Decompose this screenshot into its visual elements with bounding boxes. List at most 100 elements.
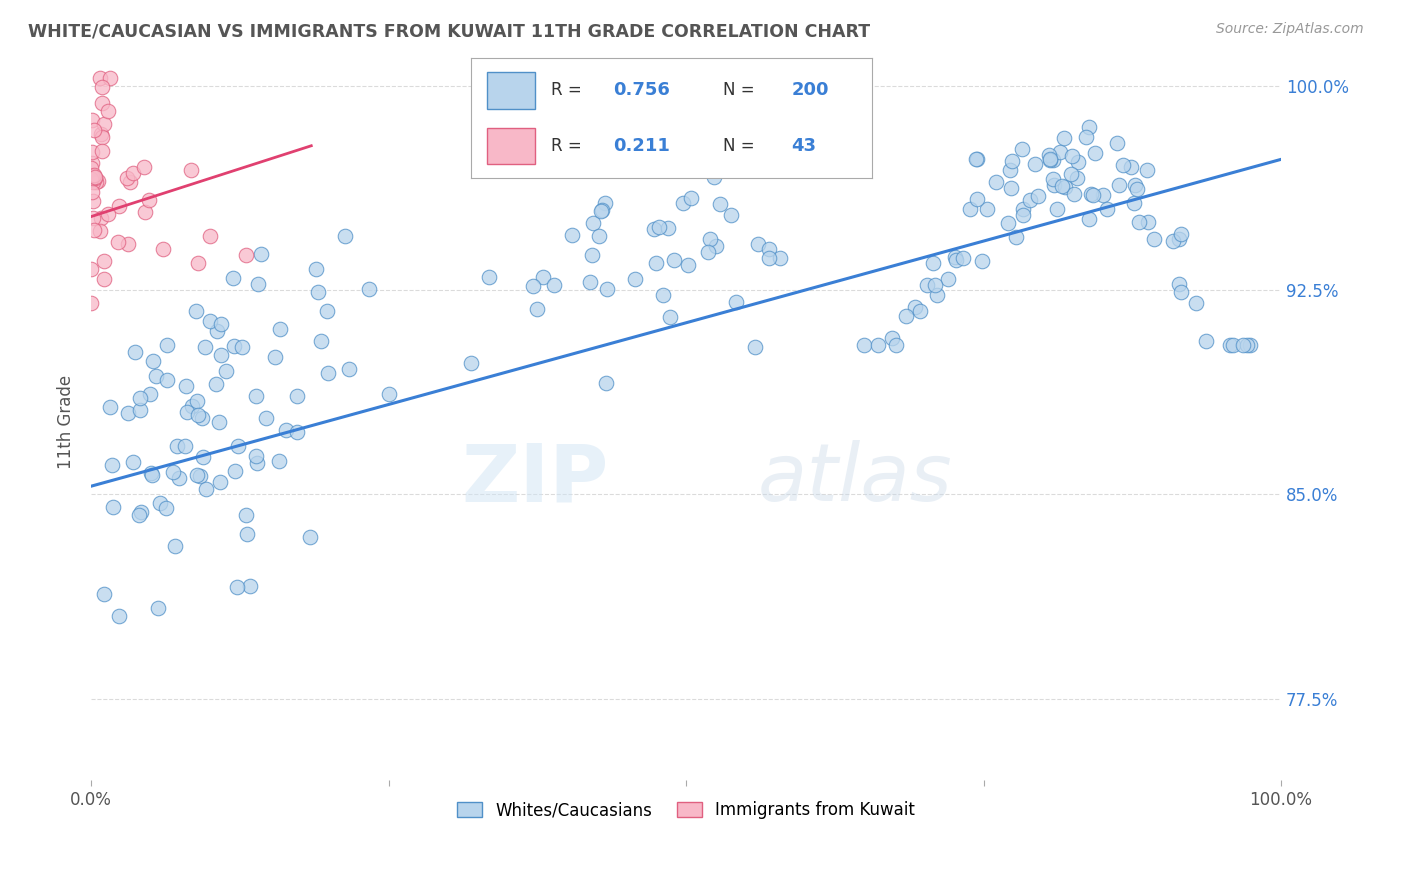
Point xyxy=(222,270,245,285)
Point xyxy=(194,340,217,354)
Point xyxy=(1078,120,1101,134)
Point xyxy=(921,256,943,270)
Point xyxy=(247,277,270,291)
Point xyxy=(236,527,259,541)
Point xyxy=(644,256,666,270)
Point xyxy=(184,303,207,318)
Point xyxy=(1042,178,1064,192)
Point xyxy=(97,207,120,221)
Point xyxy=(772,147,794,161)
Point xyxy=(1143,232,1166,246)
Point xyxy=(1012,208,1035,222)
Point xyxy=(254,410,277,425)
Point xyxy=(924,277,946,292)
Point xyxy=(93,117,115,131)
Point xyxy=(146,601,169,615)
Text: ZIP: ZIP xyxy=(461,441,609,518)
Point xyxy=(87,174,110,188)
Point xyxy=(101,458,124,472)
Point xyxy=(90,211,112,225)
Point xyxy=(226,439,249,453)
Point xyxy=(117,406,139,420)
Point xyxy=(965,153,987,167)
Point xyxy=(186,468,208,483)
Point xyxy=(1119,160,1142,174)
Point xyxy=(224,464,246,478)
Point xyxy=(316,304,339,318)
Point xyxy=(976,202,998,216)
Point xyxy=(1078,211,1101,226)
Point xyxy=(998,163,1021,178)
Point xyxy=(155,500,177,515)
Point xyxy=(744,340,766,354)
Point xyxy=(1112,158,1135,172)
Point xyxy=(89,70,111,85)
Point xyxy=(703,169,725,184)
Point xyxy=(93,587,115,601)
Point xyxy=(285,425,308,440)
Point xyxy=(595,376,617,390)
Point xyxy=(239,579,262,593)
Point xyxy=(337,362,360,376)
Point xyxy=(129,505,152,519)
Point xyxy=(359,282,381,296)
Point xyxy=(235,248,257,262)
Point xyxy=(1232,337,1254,351)
Point xyxy=(191,450,214,464)
Point xyxy=(205,324,228,338)
FancyBboxPatch shape xyxy=(486,128,536,164)
Point xyxy=(720,208,742,222)
Point xyxy=(215,363,238,377)
Point xyxy=(643,222,665,236)
Point xyxy=(245,449,267,463)
Point xyxy=(80,296,103,310)
Point xyxy=(335,228,357,243)
Point xyxy=(91,96,114,111)
Point xyxy=(84,175,107,189)
Point xyxy=(89,225,111,239)
Point xyxy=(246,456,269,470)
Point xyxy=(917,278,939,293)
Point xyxy=(526,301,548,316)
Point xyxy=(657,221,679,235)
Point xyxy=(264,351,287,365)
Point xyxy=(1128,215,1150,229)
Text: R =: R = xyxy=(551,81,582,100)
Text: R =: R = xyxy=(551,136,582,155)
Point xyxy=(82,211,104,225)
Point xyxy=(758,242,780,256)
Point xyxy=(1081,188,1104,202)
Point xyxy=(725,295,748,310)
Point xyxy=(139,386,162,401)
Point xyxy=(591,202,613,217)
Point xyxy=(103,500,125,514)
Point xyxy=(90,129,112,144)
Point xyxy=(1038,152,1060,166)
Point xyxy=(82,186,104,200)
Point xyxy=(84,171,107,186)
Point xyxy=(904,300,927,314)
Point xyxy=(141,468,163,483)
Point xyxy=(659,310,682,325)
Point xyxy=(186,394,208,409)
Point xyxy=(122,455,145,469)
Point xyxy=(531,270,554,285)
Point xyxy=(1012,202,1035,217)
Point xyxy=(167,471,190,485)
Point xyxy=(377,387,399,401)
Point xyxy=(98,70,121,85)
Point xyxy=(166,439,188,453)
Point xyxy=(90,127,112,141)
Point xyxy=(672,195,695,210)
Point xyxy=(83,169,105,184)
Point xyxy=(522,279,544,293)
Point xyxy=(1066,171,1088,186)
Point xyxy=(1108,178,1130,192)
Point xyxy=(1123,195,1146,210)
Point xyxy=(176,405,198,419)
Point xyxy=(1038,148,1060,162)
Point xyxy=(198,314,221,328)
Point xyxy=(180,163,202,178)
Point xyxy=(245,389,267,403)
Point xyxy=(118,175,141,189)
